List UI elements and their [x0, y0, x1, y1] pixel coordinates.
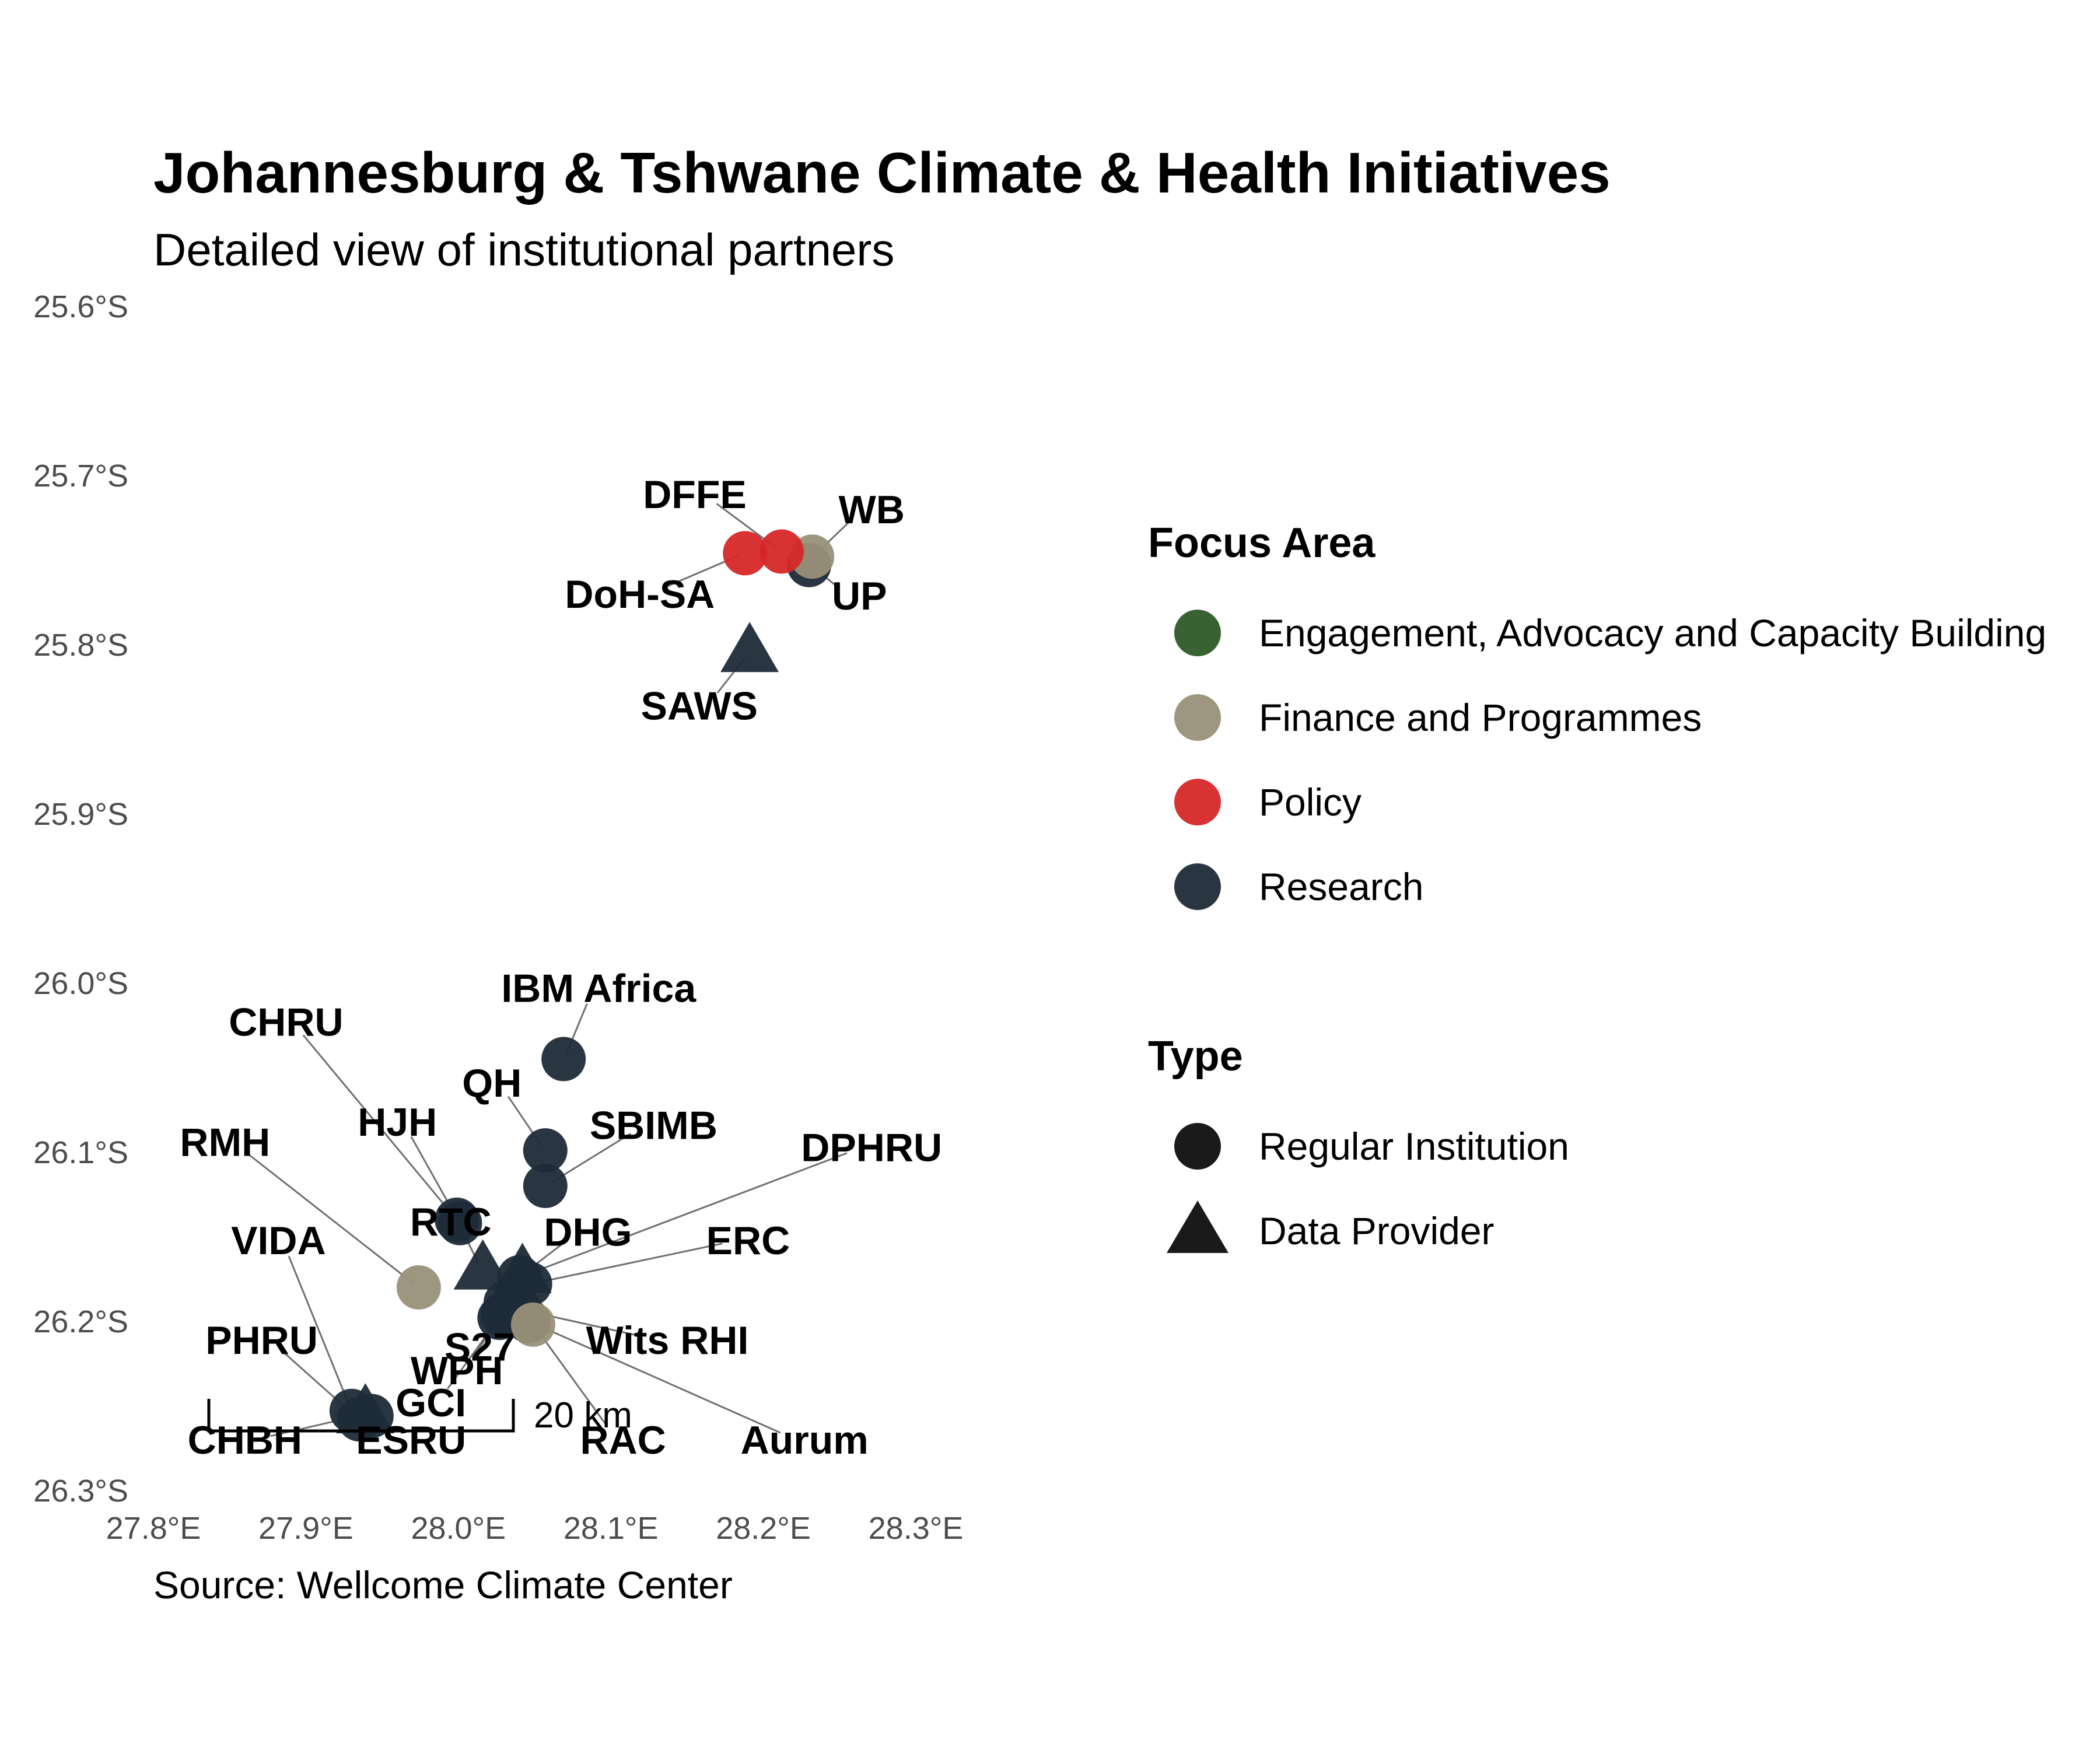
legend-type: Type Regular Institution Data Provider: [1148, 1033, 1569, 1253]
x-tick-label: 28.0°E: [411, 1511, 506, 1546]
point-label: VIDA: [231, 1219, 326, 1263]
point-label: ESRU: [356, 1418, 466, 1462]
point-label: RTC: [410, 1200, 492, 1244]
point-label: ERC: [706, 1219, 790, 1263]
leader-line: [245, 1152, 414, 1284]
y-axis: 25.6°S 25.7°S 25.8°S 25.9°S 26.0°S 26.1°S 26.2…: [33, 289, 128, 1508]
institution-marker: [396, 1265, 441, 1310]
x-tick-label: 28.1°E: [564, 1511, 659, 1546]
map-points: [329, 529, 835, 1442]
institution-marker: [759, 529, 804, 574]
point-label: SBIMB: [590, 1104, 718, 1148]
data-provider-marker: [720, 622, 779, 673]
map-title: Johannesburg & Tshwane Climate & Health …: [153, 141, 1611, 205]
legend-focus-swatch: [1174, 779, 1221, 825]
point-label: DFFE: [643, 473, 747, 517]
institution-marker: [723, 531, 768, 576]
legend-focus-swatch: [1174, 694, 1221, 741]
point-label: PHRU: [205, 1318, 318, 1363]
leader-line: [537, 1329, 608, 1427]
point-label: Aurum: [741, 1418, 869, 1462]
y-tick-label: 26.2°S: [33, 1304, 128, 1339]
point-label: DPHRU: [801, 1125, 942, 1170]
point-label: IBM Africa: [501, 967, 696, 1011]
y-tick-label: 25.9°S: [33, 797, 128, 832]
x-tick-label: 28.3°E: [869, 1511, 964, 1546]
point-label: CHRU: [229, 1000, 343, 1045]
legend-triangle-swatch: [1167, 1200, 1228, 1253]
y-tick-label: 26.1°S: [33, 1135, 128, 1170]
institution-marker: [523, 1128, 568, 1173]
y-tick-label: 25.6°S: [33, 289, 128, 324]
legend-focus: Focus Area Engagement, Advocacy and Capa…: [1148, 520, 2046, 910]
leader-line: [537, 1242, 723, 1284]
legend-focus-label: Research: [1259, 865, 1423, 908]
legend-focus-swatch: [1174, 863, 1221, 910]
point-label: Wits RHI: [586, 1318, 748, 1363]
institution-marker: [541, 1037, 586, 1082]
institution-marker: [438, 1200, 482, 1245]
institution-marker: [510, 1302, 555, 1347]
institution-marker: [477, 1296, 522, 1340]
scale-bar-label: 20 km: [534, 1395, 632, 1436]
legend-focus-label: Finance and Programmes: [1259, 696, 1702, 739]
leader-line: [526, 1152, 848, 1276]
map-subtitle: Detailed view of institutional partners: [153, 224, 894, 275]
point-label: RMH: [180, 1121, 270, 1165]
legend-focus-title: Focus Area: [1148, 520, 1376, 566]
point-label: QH: [462, 1061, 522, 1105]
point-label: WB: [839, 488, 905, 532]
map-caption: Source: Wellcome Climate Center: [153, 1563, 733, 1606]
legend-circle-swatch: [1174, 1123, 1221, 1170]
leader-line: [551, 1133, 631, 1184]
legend-type-label: Regular Institution: [1259, 1125, 1569, 1168]
x-tick-label: 27.8°E: [106, 1511, 201, 1546]
leader-line: [288, 1255, 350, 1405]
legend-type-title: Type: [1148, 1033, 1243, 1080]
legend-focus-swatch: [1174, 610, 1221, 656]
map-point-labels: DFFE WB DoH-SA UP SAWS IBM Africa QH SBIMB CHRU H…: [180, 473, 942, 1462]
point-label: GCI: [396, 1381, 466, 1425]
y-tick-label: 25.8°S: [33, 628, 128, 663]
x-tick-label: 28.2°E: [716, 1511, 811, 1546]
point-label: WPH: [411, 1349, 503, 1393]
y-tick-label: 25.7°S: [33, 459, 128, 494]
y-tick-label: 26.3°S: [33, 1474, 128, 1508]
point-label: DHG: [544, 1210, 632, 1254]
institution-marker: [349, 1394, 394, 1438]
scale-bar-line: [207, 1399, 515, 1433]
legend-focus-label: Policy: [1259, 780, 1362, 824]
institution-marker: [523, 1164, 568, 1208]
leader-line: [302, 1034, 453, 1215]
point-label: HJH: [358, 1100, 437, 1144]
point-label: SAWS: [641, 684, 758, 728]
point-label: DoH-SA: [565, 572, 715, 617]
point-label: CHBH: [188, 1418, 302, 1462]
y-tick-label: 26.0°S: [33, 966, 128, 1001]
point-label: RAC: [580, 1418, 666, 1462]
legend-type-label: Data Provider: [1259, 1209, 1494, 1252]
x-axis: 27.8°E 27.9°E 28.0°E 28.1°E 28.2°E 28.3°E: [106, 1511, 964, 1546]
leader-line: [534, 1323, 781, 1434]
point-label: UP: [832, 574, 887, 618]
point-label: S27: [444, 1325, 515, 1370]
legend-focus-label: Engagement, Advocacy and Capacity Buildi…: [1259, 611, 2046, 654]
x-tick-label: 27.9°E: [258, 1511, 354, 1546]
scale-bar: 20 km: [207, 1395, 632, 1436]
